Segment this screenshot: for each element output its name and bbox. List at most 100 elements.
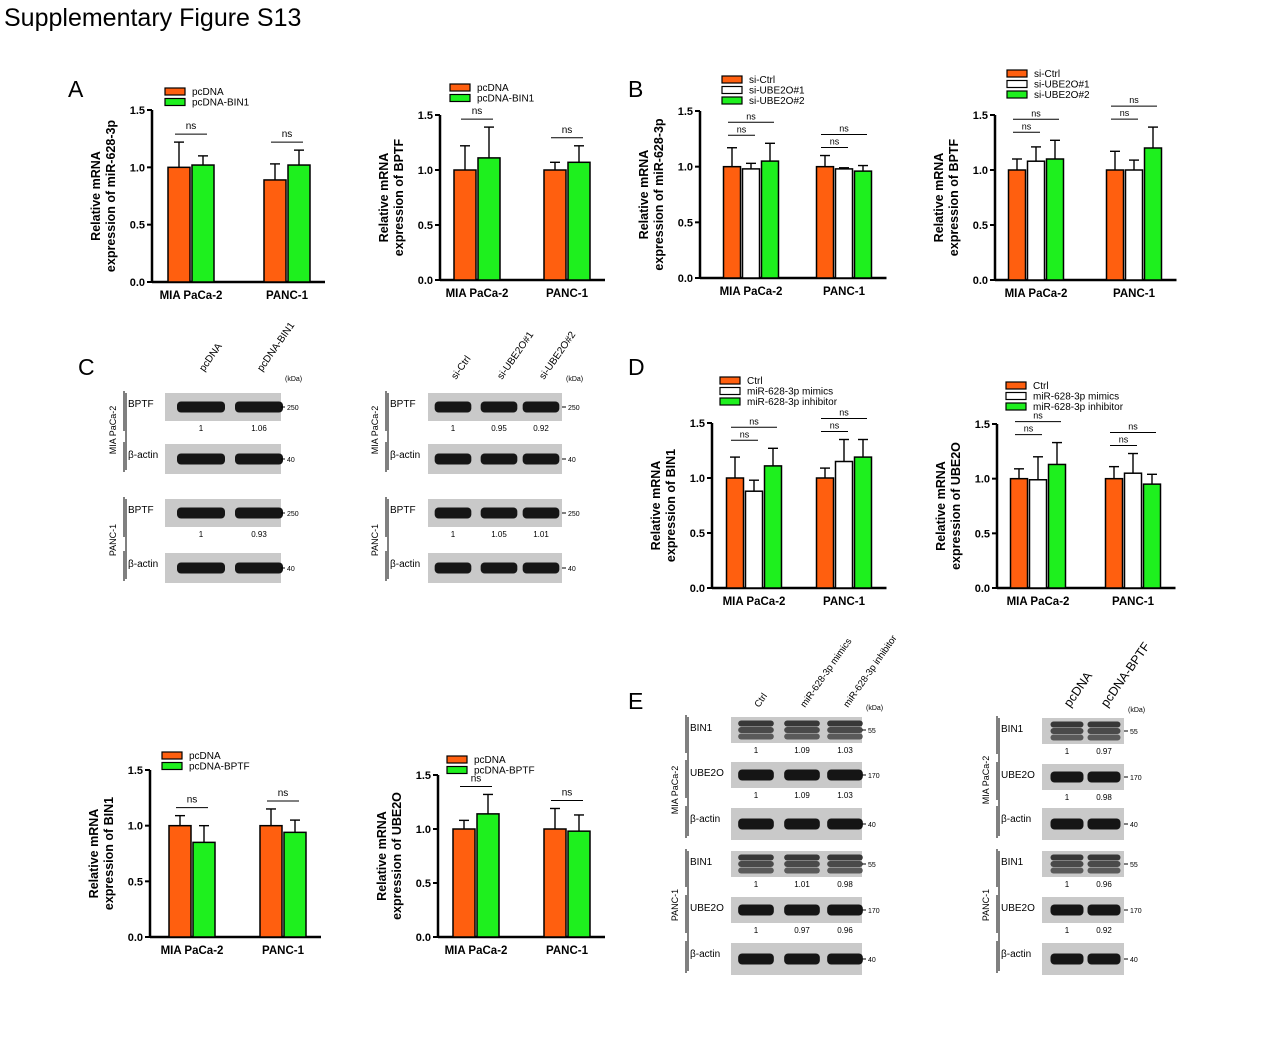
mw-label: 40: [868, 957, 876, 964]
mw-label: 55: [1130, 862, 1138, 869]
blot-band: [827, 733, 863, 740]
bar: [815, 477, 835, 589]
legend-label: miR-628-3p inhibitor: [747, 397, 838, 408]
legend-swatch: [719, 397, 741, 406]
blot-band: [1050, 867, 1084, 874]
blot-band: [784, 953, 820, 965]
y-tick-label: 0.0: [130, 277, 145, 289]
bar: [741, 168, 761, 279]
y-tick-label: 1.0: [975, 474, 990, 486]
y-tick-label: 0.5: [128, 876, 143, 888]
bar: [1007, 169, 1027, 281]
bar: [477, 157, 501, 281]
mw-label: 170: [1130, 775, 1142, 782]
bar: [191, 164, 215, 283]
band-quantification: 1.03: [837, 791, 853, 800]
ns-label: ns: [1024, 424, 1034, 434]
bar: [1047, 463, 1067, 589]
bar: [834, 460, 854, 589]
ns-label: ns: [1119, 435, 1129, 445]
x-tick-label: MIA PaCa-2: [161, 945, 224, 957]
x-tick-label: MIA PaCa-2: [445, 945, 508, 957]
band-quantification: 1.09: [794, 791, 810, 800]
y-axis-label: Relative mRNAexpression of BIN1: [87, 797, 116, 910]
ns-label: ns: [1033, 411, 1043, 421]
y-axis-label-line: Relative mRNA: [375, 811, 389, 901]
band-quantification: 1: [754, 746, 759, 755]
protein-label: β-actin: [390, 559, 420, 570]
blot-band: [738, 769, 774, 781]
bar: [543, 828, 567, 938]
blot-band: [827, 727, 863, 733]
blot-band: [480, 401, 518, 413]
bar: [453, 169, 477, 281]
bar: [1124, 169, 1144, 281]
legend-swatch: [719, 376, 741, 385]
bar: [853, 456, 873, 589]
y-tick-label: 1.0: [690, 473, 705, 485]
bar: [168, 824, 192, 938]
ns-label: ns: [1031, 108, 1041, 118]
ns-label: ns: [472, 106, 483, 117]
band-quantification: 1: [199, 424, 204, 433]
mw-label: 40: [568, 566, 576, 573]
y-tick-label: 1.0: [416, 824, 431, 836]
blot-band: [784, 818, 820, 830]
legend-swatch: [721, 96, 743, 105]
legend-swatch: [1005, 381, 1027, 390]
bar: [567, 830, 591, 938]
y-tick-label: 1.0: [418, 165, 433, 177]
legend-label: pcDNA: [474, 755, 506, 766]
blot-band: [434, 453, 472, 465]
protein-label: UBE2O: [690, 768, 724, 779]
mw-label: 55: [868, 728, 876, 735]
y-tick-label: 1.0: [973, 165, 988, 177]
blot-band: [1087, 854, 1121, 861]
ns-label: ns: [471, 773, 482, 784]
band-quantification: 1.09: [794, 746, 810, 755]
bar: [1143, 147, 1163, 281]
chart-f1: 0.0 0.5 1.0 1.5 Relative mRNAexpression of B…: [87, 751, 321, 957]
ns-label: ns: [278, 788, 289, 799]
y-axis-label-line: expression of UBE2O: [390, 792, 404, 920]
bar: [722, 165, 742, 279]
y-tick-label: 0.0: [975, 583, 990, 595]
blot-band: [827, 904, 863, 916]
band-quantification: 0.95: [491, 424, 507, 433]
ns-label: ns: [562, 125, 573, 136]
x-tick-label: MIA PaCa-2: [720, 286, 783, 298]
blot-band: [1087, 728, 1121, 734]
x-tick-label: PANC-1: [266, 290, 309, 302]
band-quantification: 0.98: [837, 880, 853, 889]
blot-band: [522, 507, 560, 519]
y-tick-label: 0.0: [973, 275, 988, 287]
y-tick-label: 1.5: [416, 770, 431, 782]
blot-band: [738, 867, 774, 874]
legend-label: pcDNA-BIN1: [192, 98, 250, 109]
mw-label: 55: [1130, 729, 1138, 736]
mw-label: 40: [287, 566, 295, 573]
ns-label: ns: [187, 795, 198, 806]
protein-label: β-actin: [1001, 949, 1031, 960]
y-axis-label-line: expression of miR-628-3p: [104, 120, 118, 272]
blot-band: [1050, 818, 1084, 830]
band-quantification: 0.93: [251, 530, 267, 539]
x-tick-label: MIA PaCa-2: [1007, 596, 1070, 608]
blot-column-label: Ctrl: [752, 691, 769, 709]
band-quantification: 1.05: [491, 530, 507, 539]
blot-band: [480, 507, 518, 519]
legend-label: si-UBE2O#2: [1034, 90, 1090, 101]
band-quantification: 0.96: [1096, 880, 1112, 889]
y-axis-label: Relative mRNAexpression of UBE2O: [375, 792, 404, 920]
protein-label: UBE2O: [1001, 770, 1035, 781]
blot-column-label: pcDNA-BPTF: [1098, 639, 1153, 709]
blot-band: [784, 861, 820, 867]
blot-band: [784, 854, 820, 861]
blot-band: [522, 453, 560, 465]
bar: [1026, 160, 1046, 281]
legend-label: si-Ctrl: [749, 75, 775, 86]
legend-swatch: [449, 83, 471, 92]
blot-band: [738, 854, 774, 861]
